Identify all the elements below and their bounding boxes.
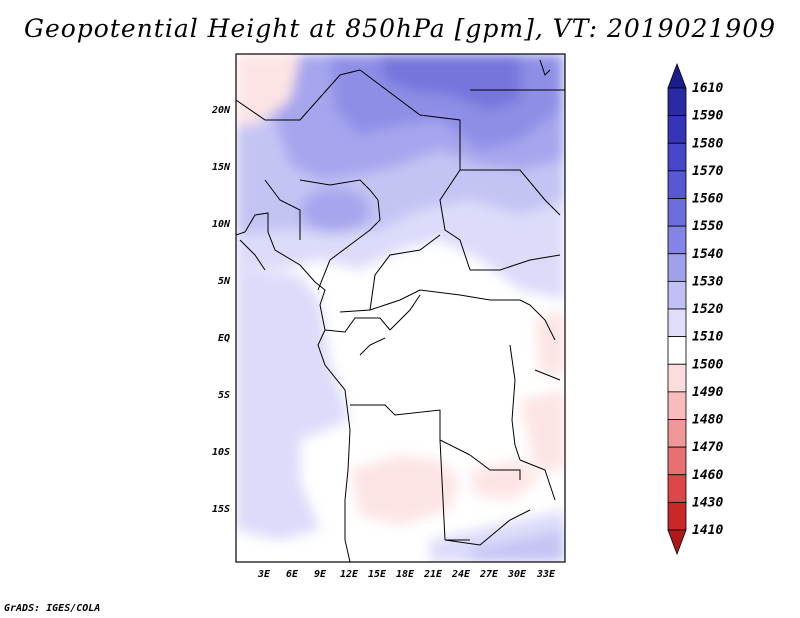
colorbar-arrow-bottom: [667, 529, 687, 556]
colorbar-segment: [667, 308, 687, 338]
lat-label: 5N: [218, 276, 231, 287]
border-cameroon-car: [339, 234, 441, 313]
colorbar-label: 1560: [692, 192, 723, 207]
colorbar-segment: [667, 336, 687, 365]
border-drc-angola: [350, 404, 471, 456]
border-tanzania: [519, 369, 561, 501]
colorbar-segment: [667, 87, 687, 117]
border-mauritania-mali: [236, 69, 361, 121]
colorbar-segment: [667, 170, 687, 199]
coastline-east-nile: [539, 59, 551, 76]
colorbar-label: 1540: [692, 247, 723, 262]
country-borders: [236, 59, 565, 562]
colorbar-label: 1510: [692, 330, 723, 345]
field-1500-eastafrica: [520, 390, 565, 470]
colorbar-label: 1430: [692, 495, 723, 510]
colorbar-segment: [667, 225, 687, 255]
colorbar-segment: [667, 446, 687, 476]
border-west-africa: [239, 179, 301, 271]
lon-label: 6E: [286, 569, 299, 580]
border-niger-nigeria: [299, 179, 379, 201]
colorbar-segment: [667, 474, 687, 503]
colorbar-label: 1610: [692, 81, 723, 96]
colorbar-label: 1460: [692, 468, 723, 483]
height-field: [236, 54, 565, 562]
border-niger-chad: [439, 169, 471, 271]
colorbar-segment: [667, 501, 687, 531]
field-1500-rwanda: [535, 310, 565, 375]
colorbar: 1610 1590 1580 1570 1560 1550 1540 1530 1520 1510…: [667, 62, 723, 556]
lat-label: 5S: [218, 390, 230, 401]
field-1500-angola: [350, 455, 460, 525]
border-sudan: [460, 89, 565, 216]
colorbar-segment: [667, 253, 687, 282]
lon-label: 12E: [340, 569, 359, 580]
colorbar-label: 1580: [692, 136, 723, 151]
colorbar-label: 1500: [692, 357, 723, 372]
colorbar-segment: [667, 280, 687, 310]
border-algeria-mali: [359, 69, 461, 170]
lat-axis: 20N 15N 10N 5N EQ 5S 10S 15S: [211, 105, 231, 515]
lon-label: 9E: [314, 569, 327, 580]
field-1500-nw: [236, 54, 300, 125]
lon-label: 21E: [423, 569, 443, 580]
lon-label: 30E: [507, 569, 527, 580]
lat-label: 10N: [212, 219, 231, 230]
coastline-west: [236, 212, 351, 562]
colorbar-label: 1520: [692, 302, 723, 317]
lon-axis: 3E 6E 9E 12E 15E 18E 21E 24E 27E 30E 33E: [257, 569, 556, 580]
lon-label: 24E: [451, 569, 471, 580]
border-congo-drc: [359, 294, 421, 356]
field-1560-core: [380, 54, 520, 110]
colorbar-label: 1470: [692, 440, 723, 455]
field-1500-zambia: [470, 460, 540, 500]
border-zambia-south: [444, 509, 531, 546]
lon-label: 33E: [536, 569, 556, 580]
colorbar-label: 1590: [692, 109, 723, 124]
border-south-sudan: [470, 254, 561, 271]
colorbar-label: 1410: [692, 523, 723, 538]
colorbar-segment: [667, 198, 687, 227]
colorbar-label: 1570: [692, 164, 723, 179]
chart-title: Geopotential Height at 850hPa [gpm], VT:…: [23, 14, 777, 43]
lat-label: EQ: [218, 333, 230, 344]
colorbar-label: 1530: [692, 274, 723, 289]
border-angola-zambia: [439, 439, 470, 541]
lat-label: 15N: [212, 162, 231, 173]
field-1540-blob: [300, 188, 370, 232]
border-gabon-congo: [324, 317, 391, 333]
border-east-lakes: [509, 344, 521, 461]
border-drc-zambia: [469, 454, 521, 480]
lat-label: 15S: [212, 504, 230, 515]
colorbar-label: 1490: [692, 385, 723, 400]
lon-label: 27E: [479, 569, 499, 580]
colorbar-segment: [667, 391, 687, 420]
credit-text: GrADS: IGES/COLA: [4, 603, 101, 614]
colorbar-segment: [667, 142, 687, 172]
colorbar-segment: [667, 419, 687, 448]
field-1530-south: [470, 530, 565, 562]
border-nigeria-cameroon: [317, 199, 381, 291]
map-frame: [235, 53, 566, 563]
lat-label: 20N: [211, 105, 231, 116]
lat-label: 10S: [212, 447, 230, 458]
lon-label: 18E: [396, 569, 415, 580]
lon-label: 15E: [368, 569, 387, 580]
colorbar-label: 1550: [692, 219, 723, 234]
colorbar-label: 1480: [692, 413, 723, 428]
colorbar-arrow-top: [667, 62, 687, 89]
border-uganda-kenya: [519, 299, 556, 341]
colorbar-segment: [667, 115, 687, 144]
lon-label: 3E: [257, 569, 271, 580]
colorbar-segment: [667, 363, 687, 393]
border-car-drc: [369, 289, 520, 311]
